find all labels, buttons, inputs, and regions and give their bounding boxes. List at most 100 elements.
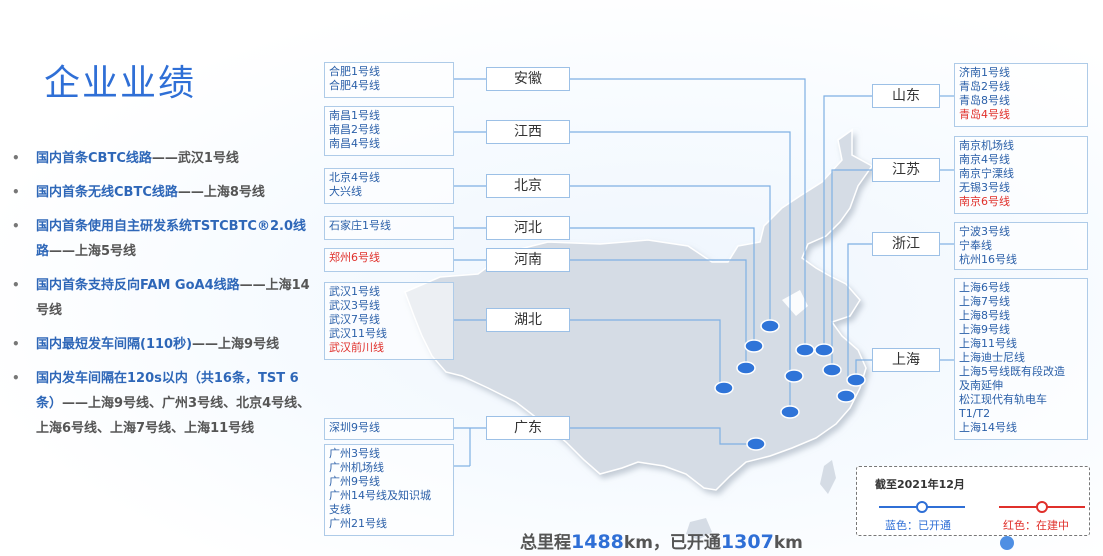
province-label-beijing: 北京 [486, 174, 570, 198]
line-name: 宁奉线 [959, 239, 992, 252]
achievement-item: 国内首条支持反向FAM GoA4线路——上海14号线 [12, 273, 317, 323]
lines-box-henan: 郑州6号线 [324, 248, 454, 272]
city-dot-zhengzhou [736, 361, 756, 375]
lines-box-guangzhou: 广州3号线 广州机场线 广州9号线 广州14号线及知识城 支线 广州21号线 [324, 444, 454, 536]
hainan-shape [686, 518, 712, 540]
line-name: 及南延伸 [959, 379, 1003, 392]
line-name: 大兴线 [329, 185, 362, 198]
legend-title: 截至2021年12月 [875, 478, 965, 491]
legend-blue-label: 蓝色：已开通 [885, 519, 951, 532]
legend-blue-marker [916, 501, 928, 513]
china-map-shape [404, 128, 874, 491]
city-dot-shanghai [846, 373, 866, 387]
province-label-hubei: 湖北 [486, 308, 570, 332]
achievement-item: 国内最短发车间隔(110秒)——上海9号线 [12, 332, 317, 357]
line-name: 松江现代有轨电车 [959, 393, 1047, 406]
province-label-guangdong: 广东 [486, 416, 570, 440]
city-dot-qingdao [814, 343, 834, 357]
line-name: 上海5号线既有段改造 [959, 365, 1065, 378]
line-name: 合肥1号线 [329, 65, 380, 78]
achievement-tail: ——上海5号线 [49, 244, 137, 259]
achievement-item: 国内发车间隔在120s以内（共16条，TST 6条）——上海9号线、广州3号线、… [12, 366, 317, 441]
line-name: 广州9号线 [329, 475, 380, 488]
province-label-henan: 河南 [486, 248, 570, 272]
opened-mileage: 1307 [720, 531, 774, 553]
line-name: 上海6号线 [959, 281, 1010, 294]
mileage-summary: 总里程1488km，已开通1307km [520, 528, 803, 553]
legend: 截至2021年12月 蓝色：已开通 红色：在建中 [856, 466, 1090, 536]
line-name: 宁波3号线 [959, 225, 1010, 238]
line-name: 广州21号线 [329, 517, 387, 530]
city-dot-nanjing [784, 369, 804, 383]
summary-prefix: 总里程 [520, 533, 571, 553]
achievement-item: 国内首条使用自主研发系统TSTCBTC®2.0线路——上海5号线 [12, 214, 317, 264]
lines-box-beijing: 北京4号线 大兴线 [324, 168, 454, 204]
total-mileage: 1488 [571, 531, 624, 553]
line-name: 深圳9号线 [329, 421, 380, 434]
line-name-under-construction: 青岛4号线 [959, 108, 1010, 121]
line-name: 广州14号线及知识城 [329, 489, 431, 502]
line-name: 北京4号线 [329, 171, 380, 184]
city-dot-guangzhou [746, 437, 766, 451]
achievement-tail: ——上海8号线 [177, 185, 265, 200]
lines-box-jiangxi: 南昌1号线 南昌2号线 南昌4号线 [324, 106, 454, 156]
lines-box-hubei: 武汉1号线 武汉3号线 武汉7号线 武汉11号线 武汉前川线 [324, 282, 454, 360]
city-dot-nanchang [780, 405, 800, 419]
city-dots [714, 319, 866, 451]
line-name: 青岛2号线 [959, 80, 1010, 93]
achievement-tail: ——上海9号线、广州3号线、北京4号线、上海6号线、上海7号线、上海11号线 [36, 396, 311, 436]
line-name: 广州3号线 [329, 447, 380, 460]
line-name: 济南1号线 [959, 66, 1010, 79]
line-name: 无锡3号线 [959, 181, 1010, 194]
achievement-highlight: 国内首条支持反向FAM GoA4线路 [36, 278, 240, 293]
line-name: 武汉3号线 [329, 299, 380, 312]
city-dot-jinan [795, 343, 815, 357]
line-name: 上海14号线 [959, 421, 1017, 434]
line-name: 武汉11号线 [329, 327, 387, 340]
legend-symbols [879, 501, 1085, 513]
line-name: 南昌1号线 [329, 109, 380, 122]
lines-box-shandong: 济南1号线 青岛2号线 青岛8号线 青岛4号线 [954, 63, 1088, 127]
line-name: 石家庄1号线 [329, 219, 391, 232]
city-dot-shijiazhuang [744, 339, 764, 353]
province-label-anhui: 安徽 [486, 67, 570, 91]
line-name: 上海7号线 [959, 295, 1010, 308]
city-dot-wuhan [714, 381, 734, 395]
line-name: 上海9号线 [959, 323, 1010, 336]
legend-red-label: 红色：在建中 [1003, 519, 1069, 532]
line-name: 南昌4号线 [329, 137, 380, 150]
line-name: 武汉7号线 [329, 313, 380, 326]
legend-red-marker [1036, 501, 1048, 513]
city-dot-hangzhou [836, 389, 856, 403]
lines-box-shenzhen: 深圳9号线 [324, 418, 454, 440]
line-name: 武汉1号线 [329, 285, 380, 298]
achievement-list: 国内首条CBTC线路——武汉1号线 国内首条无线CBTC线路——上海8号线 国内… [12, 146, 317, 450]
lines-box-shanghai: 上海6号线 上海7号线 上海8号线 上海9号线 上海11号线 上海迪士尼线 上海… [954, 278, 1088, 440]
line-name: 南京宁溧线 [959, 167, 1014, 180]
line-name: 上海迪士尼线 [959, 351, 1025, 364]
page-title: 企业业绩 [44, 63, 197, 104]
line-name: 广州机场线 [329, 461, 384, 474]
line-name: 南京机场线 [959, 139, 1014, 152]
lines-box-anhui: 合肥1号线 合肥4号线 [324, 62, 454, 98]
line-name: 支线 [329, 503, 351, 516]
achievement-highlight: 国内最短发车间隔(110秒) [36, 337, 193, 352]
leader-lines [454, 78, 954, 467]
province-label-hebei: 河北 [486, 216, 570, 240]
province-label-jiangxi: 江西 [486, 120, 570, 144]
lines-box-jiangsu: 南京机场线 南京4号线 南京宁溧线 无锡3号线 南京6号线 [954, 136, 1088, 214]
province-label-shanghai: 上海 [872, 348, 940, 372]
province-label-jiangsu: 江苏 [872, 158, 940, 182]
achievement-item: 国内首条无线CBTC线路——上海8号线 [12, 180, 317, 205]
line-name: 上海8号线 [959, 309, 1010, 322]
line-name-under-construction: 南京6号线 [959, 195, 1010, 208]
province-label-zhejiang: 浙江 [872, 232, 940, 256]
line-name: 南京4号线 [959, 153, 1010, 166]
achievement-highlight: 国内首条CBTC线路 [36, 151, 152, 166]
lines-box-hebei: 石家庄1号线 [324, 216, 454, 240]
city-dot-wuxi [822, 363, 842, 377]
line-name: 合肥4号线 [329, 79, 380, 92]
province-label-shandong: 山东 [872, 84, 940, 108]
bohai-bay [782, 290, 808, 316]
